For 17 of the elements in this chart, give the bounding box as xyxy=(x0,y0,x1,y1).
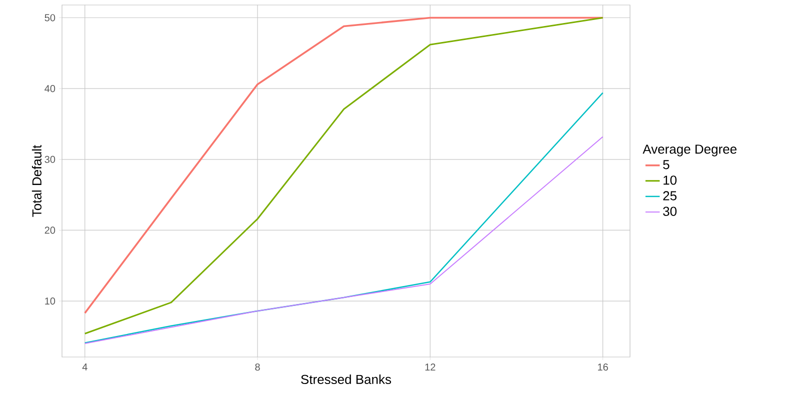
legend-title: Average Degree xyxy=(642,144,737,156)
legend-label: 10 xyxy=(664,176,677,185)
legend-label: 30 xyxy=(663,206,677,216)
y-tick-label: 50 xyxy=(44,14,56,22)
y-tick-label: 30 xyxy=(44,156,56,163)
line-series xyxy=(84,92,604,344)
y-tick-label: 10 xyxy=(45,298,56,305)
legend-label: 25 xyxy=(663,191,677,200)
x-tick-label: 8 xyxy=(255,364,260,371)
x-tick-label: 4 xyxy=(82,364,88,370)
x-axis-title: Stressed Banks xyxy=(301,374,392,384)
y-axis-title: Total Default xyxy=(32,144,42,217)
y-tick-label: 40 xyxy=(44,85,56,92)
x-tick-label: 12 xyxy=(425,364,436,371)
y-tick-label: 20 xyxy=(44,226,56,234)
x-tick-label: 16 xyxy=(598,364,608,371)
legend-label: 5 xyxy=(663,160,670,170)
